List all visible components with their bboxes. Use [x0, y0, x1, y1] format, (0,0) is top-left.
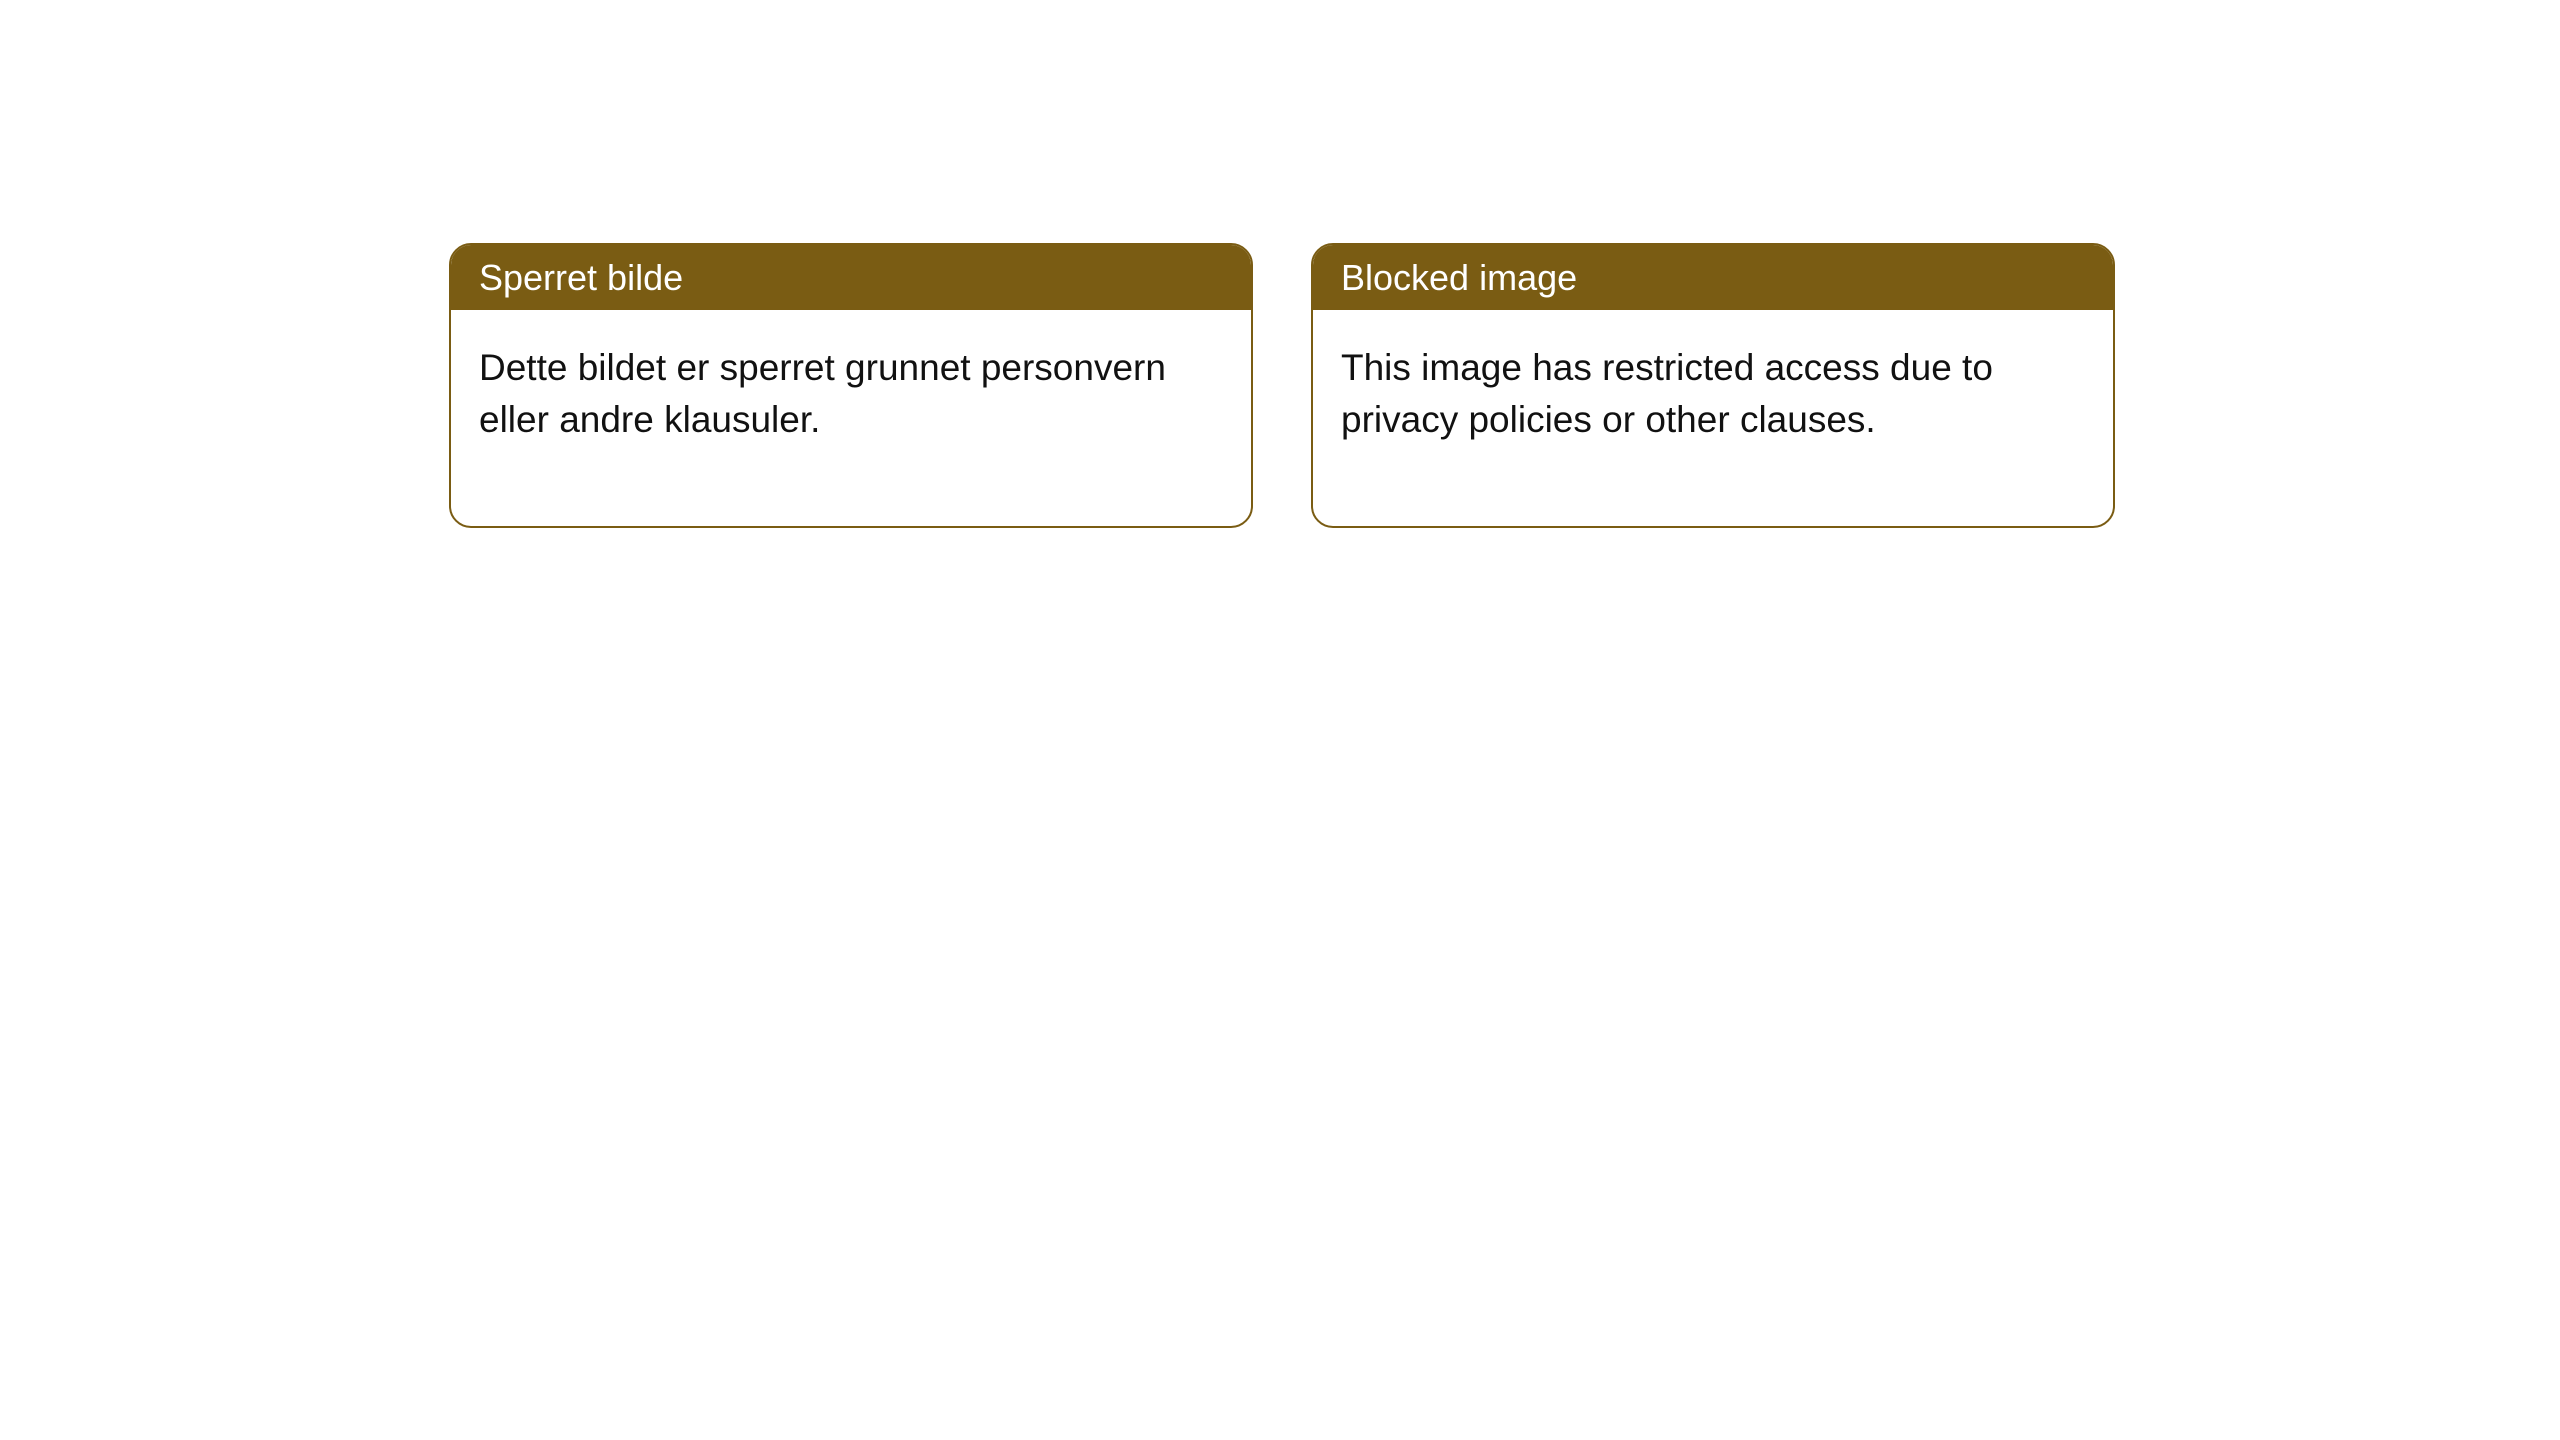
notice-card-english: Blocked image This image has restricted … — [1311, 243, 2115, 528]
card-body: Dette bildet er sperret grunnet personve… — [451, 310, 1251, 526]
card-body: This image has restricted access due to … — [1313, 310, 2113, 526]
card-header: Sperret bilde — [451, 245, 1251, 310]
card-body-text: Dette bildet er sperret grunnet personve… — [479, 347, 1166, 440]
notice-card-norwegian: Sperret bilde Dette bildet er sperret gr… — [449, 243, 1253, 528]
notice-container: Sperret bilde Dette bildet er sperret gr… — [449, 243, 2115, 528]
card-title: Sperret bilde — [479, 257, 683, 298]
card-body-text: This image has restricted access due to … — [1341, 347, 1993, 440]
card-title: Blocked image — [1341, 257, 1577, 298]
card-header: Blocked image — [1313, 245, 2113, 310]
